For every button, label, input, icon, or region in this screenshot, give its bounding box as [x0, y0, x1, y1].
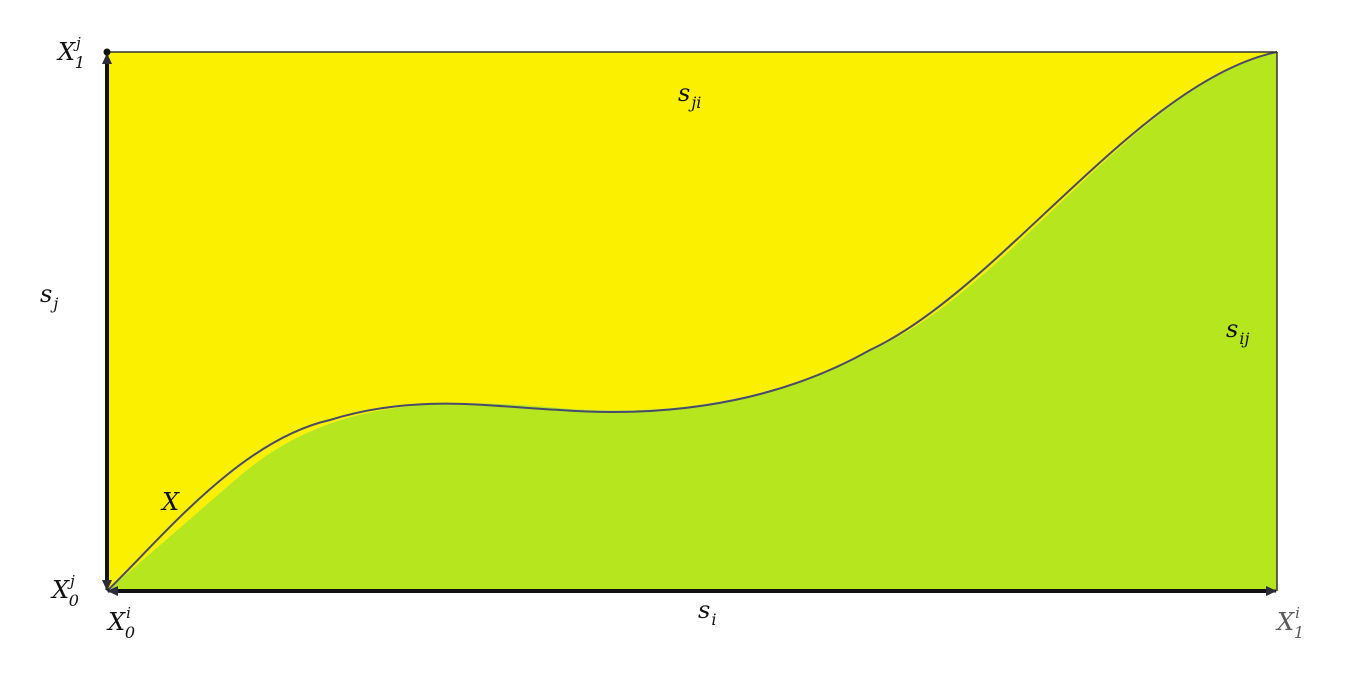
label-s-i: si	[698, 596, 716, 629]
label-x1j: Xj 1	[56, 34, 85, 72]
label-s-j: sj	[40, 280, 58, 313]
lower-region	[107, 52, 1277, 591]
label-curve-x: X	[160, 488, 180, 516]
curve-x	[106, 51, 1278, 592]
corner-point-x1j	[103, 48, 111, 56]
label-x0i: Xi 0	[106, 604, 135, 642]
label-s-ij: sij	[1226, 315, 1249, 348]
upper-region	[107, 52, 1277, 591]
label-s-ji: sji	[678, 79, 701, 112]
label-x1i: Xi 1	[1275, 604, 1304, 642]
label-x0j: Xj 0	[50, 572, 79, 610]
